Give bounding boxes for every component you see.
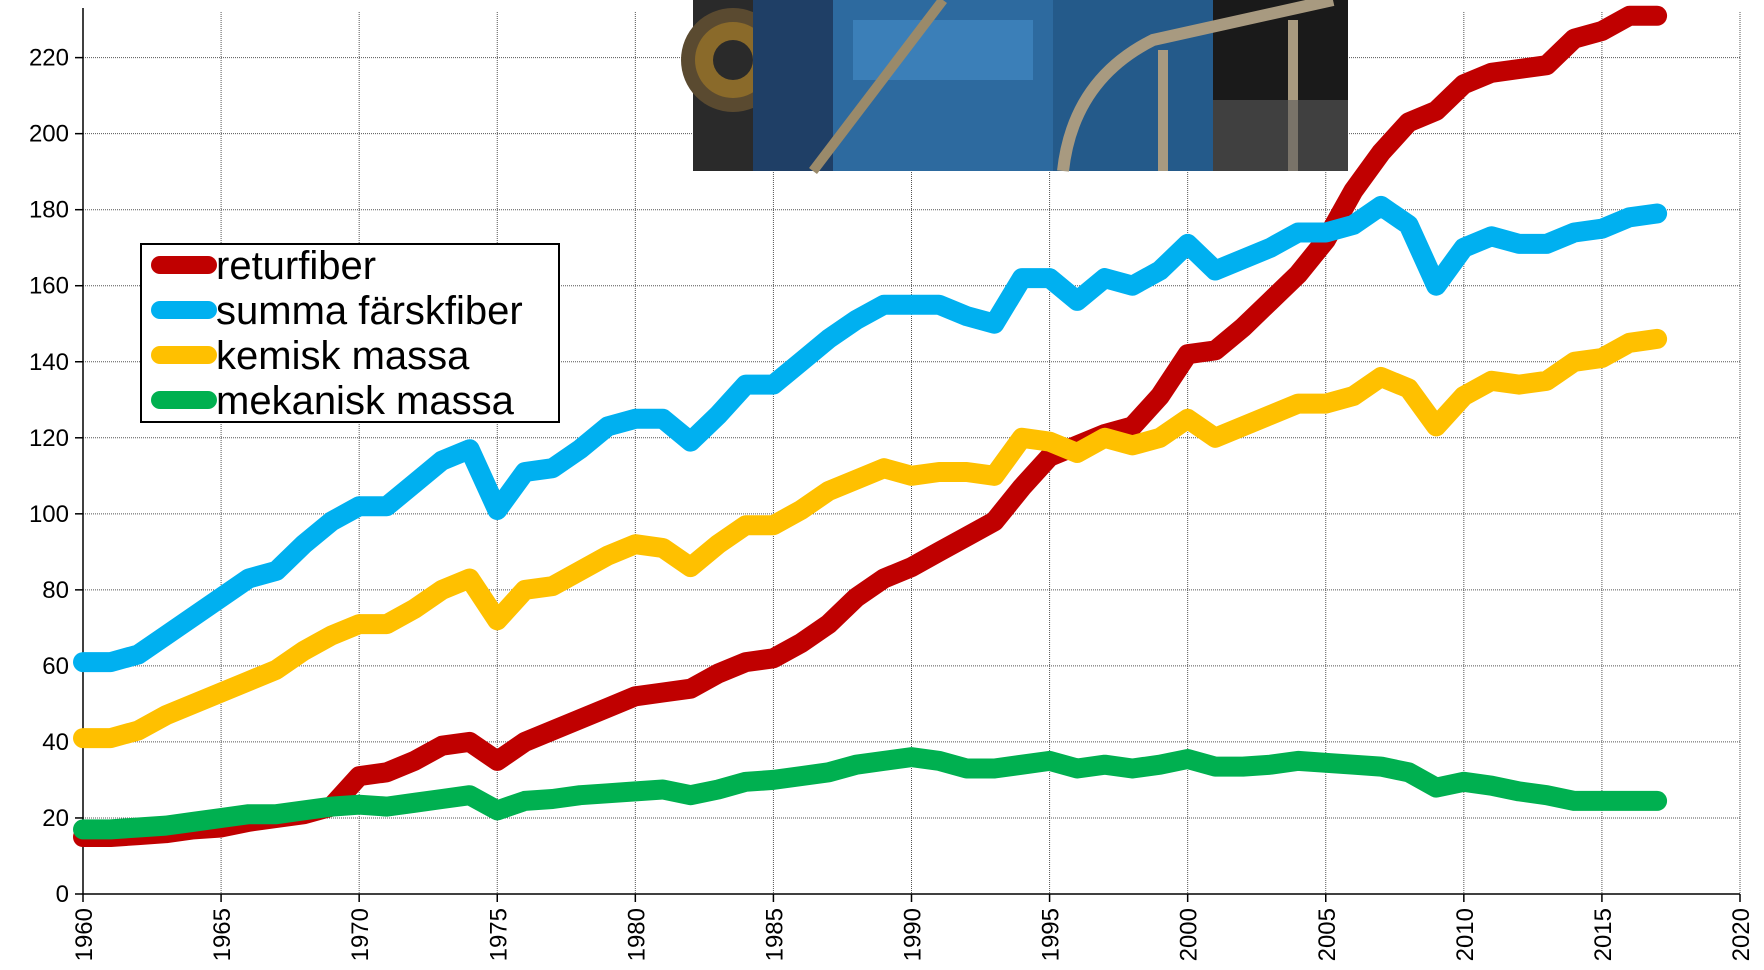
y-tick-label-60: 60 (42, 653, 69, 680)
x-tick-label-2020: 2020 (1728, 908, 1755, 961)
x-tick-label-1990: 1990 (900, 908, 927, 961)
machine-photo (681, 0, 1348, 175)
legend-label-1: summa färskfiber (216, 289, 523, 333)
axes (75, 8, 1741, 902)
series-line-0 (73, 5, 1668, 847)
y-tick-label-20: 20 (42, 805, 69, 832)
x-tick-label-1995: 1995 (1038, 908, 1065, 961)
x-tick-label-1975: 1975 (485, 908, 512, 961)
legend-label-3: mekanisk massa (216, 379, 515, 423)
x-tick-label-1960: 1960 (71, 908, 98, 961)
x-tick-label-2005: 2005 (1314, 908, 1341, 961)
y-tick-label-180: 180 (29, 197, 69, 224)
x-tick-label-1985: 1985 (761, 908, 788, 961)
y-tick-label-140: 140 (29, 349, 69, 376)
y-tick-label-80: 80 (42, 577, 69, 604)
x-tick-labels: 1960 1965 1970 1975 1980 1985 1990 1995 2000 2005… (71, 908, 1755, 961)
y-tick-label-120: 120 (29, 425, 69, 452)
x-tick-label-2010: 2010 (1452, 908, 1479, 961)
x-tick-label-1965: 1965 (209, 908, 236, 961)
y-tick-label-40: 40 (42, 729, 69, 756)
y-tick-label-0: 0 (56, 881, 69, 908)
series-line-3 (73, 747, 1668, 840)
series-lines (73, 5, 1668, 847)
legend-label-0: returfiber (216, 244, 376, 288)
y-tick-labels: 0 20 40 60 80 100 120 140 160 180 200 220 (29, 45, 69, 908)
x-tick-label-1970: 1970 (347, 908, 374, 961)
x-tick-label-2000: 2000 (1176, 908, 1203, 961)
series-line-2 (73, 328, 1668, 749)
y-tick-label-200: 200 (29, 121, 69, 148)
x-tick-label-1980: 1980 (623, 908, 650, 961)
legend-label-2: kemisk massa (216, 334, 470, 378)
y-tick-label-220: 220 (29, 45, 69, 72)
x-tick-label-2015: 2015 (1590, 908, 1617, 961)
y-tick-label-100: 100 (29, 501, 69, 528)
y-tick-label-160: 160 (29, 273, 69, 300)
series-line-1 (73, 195, 1668, 673)
